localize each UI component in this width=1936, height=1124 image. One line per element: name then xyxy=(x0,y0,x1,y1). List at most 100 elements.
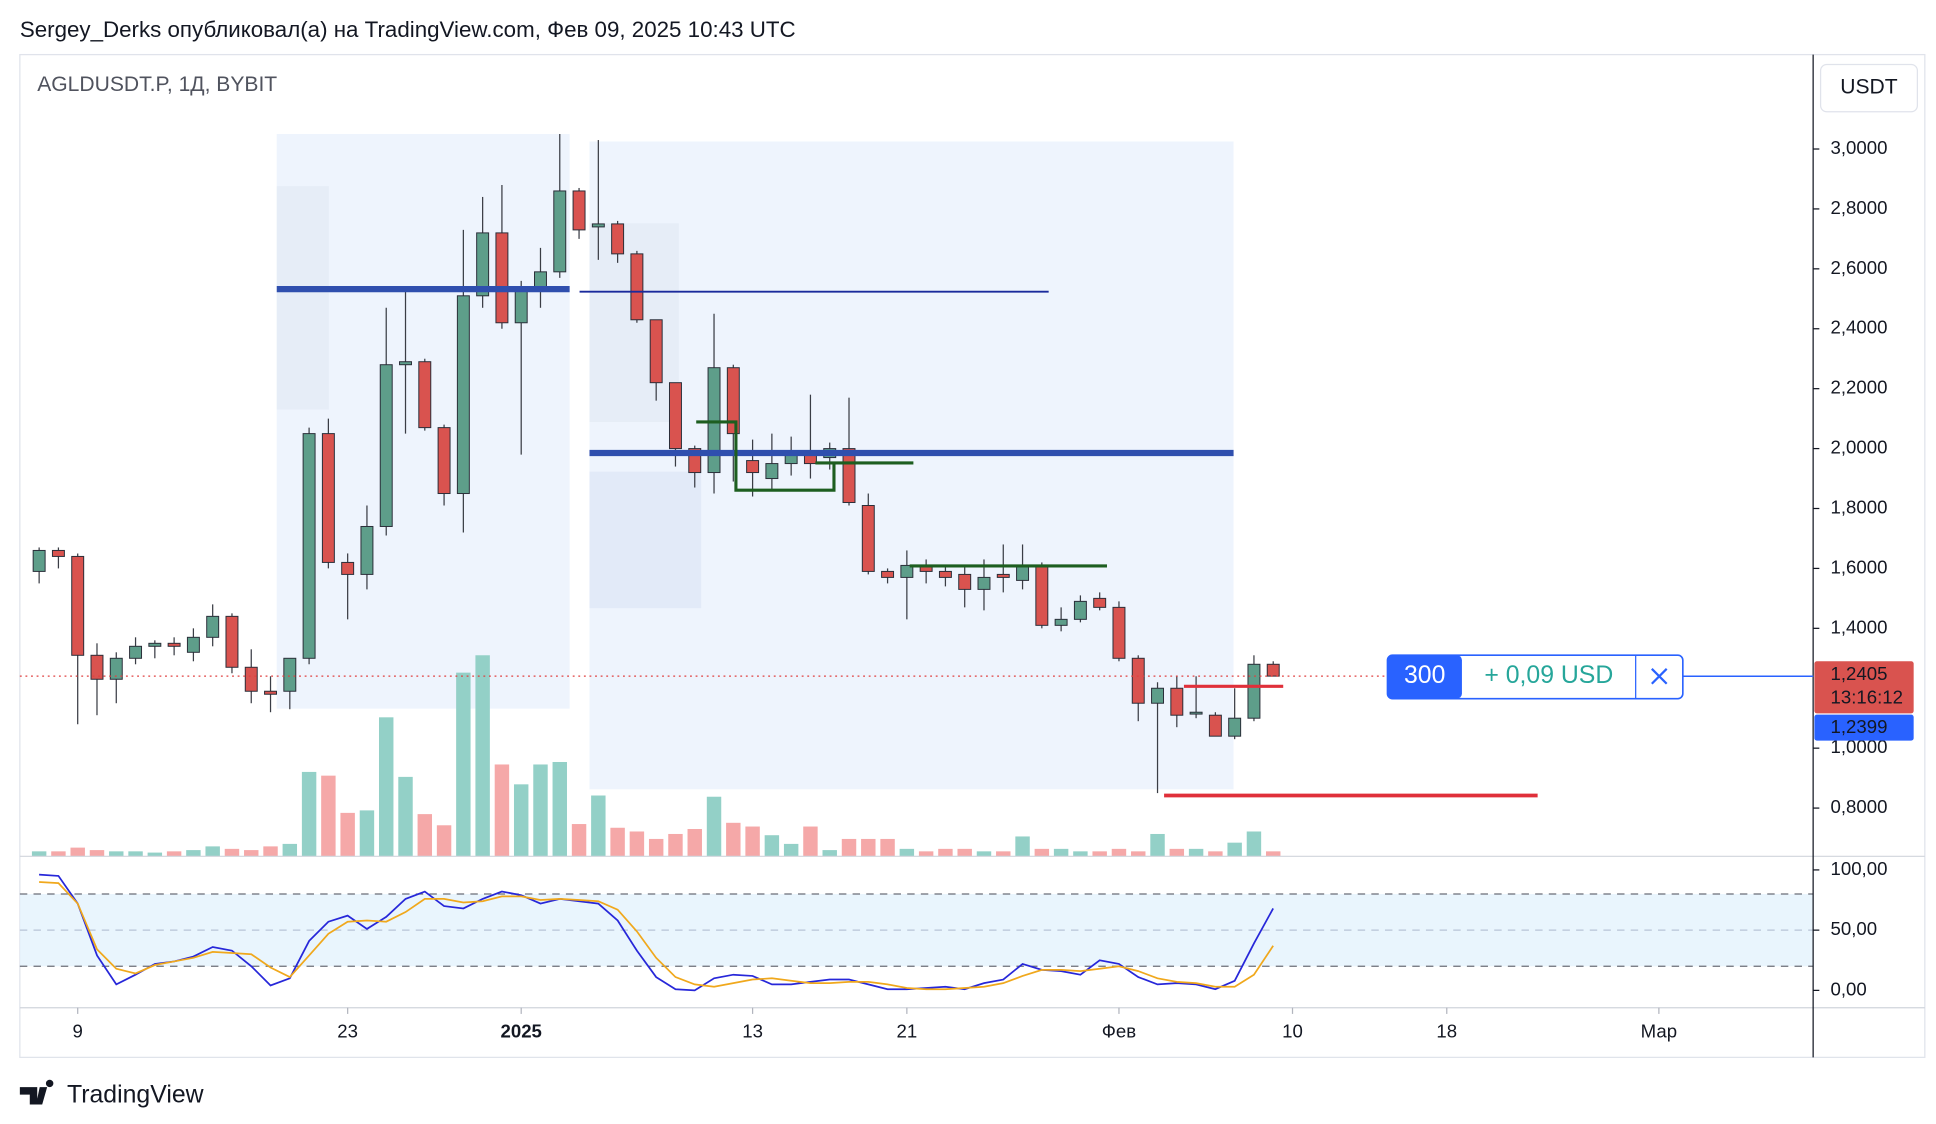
candle-body xyxy=(495,232,509,324)
candle-body xyxy=(1093,597,1107,608)
candle-body xyxy=(129,645,143,659)
currency-box[interactable] xyxy=(1819,63,1919,113)
candle-body xyxy=(186,636,200,653)
last-price-label: 1,2405 xyxy=(1831,663,1888,684)
candle-body xyxy=(321,433,335,563)
candle-body xyxy=(572,190,586,231)
volume-bar xyxy=(417,814,433,857)
volume-bar xyxy=(841,838,857,857)
order-close[interactable] xyxy=(1651,668,1668,685)
profile-bars xyxy=(276,186,329,410)
volume-bar xyxy=(147,852,163,857)
volume-bar xyxy=(764,835,780,857)
volume-bar xyxy=(205,846,220,857)
volume-bar xyxy=(513,784,529,857)
candle-body xyxy=(264,690,278,695)
volume-bar xyxy=(1227,842,1242,857)
volume-bar xyxy=(128,851,143,857)
volume-profile xyxy=(276,134,1234,790)
candle-body xyxy=(437,427,451,495)
countdown: 13:16:12 xyxy=(1831,686,1903,707)
candle-body xyxy=(1016,564,1030,581)
candle-body xyxy=(244,666,258,692)
volume-bar xyxy=(1208,851,1223,857)
candle-body xyxy=(1170,687,1184,716)
candle-body xyxy=(1151,687,1165,704)
stoch-line xyxy=(39,881,1274,991)
volume-bar xyxy=(321,775,336,857)
candle-body xyxy=(1131,657,1145,704)
volume-bar xyxy=(166,851,182,857)
volume-bar xyxy=(899,848,915,857)
order-price-box xyxy=(1814,714,1914,741)
volume-bar xyxy=(1169,848,1185,857)
candle-body xyxy=(225,615,239,668)
candle-body xyxy=(553,190,567,273)
candle-body xyxy=(726,367,740,435)
volume-bar xyxy=(745,826,760,857)
volume-bar xyxy=(1131,851,1146,857)
y-tick-label: 2,0000 xyxy=(1831,437,1888,458)
volume-bar xyxy=(668,833,683,857)
stoch-tick-label: 50,00 xyxy=(1831,918,1878,939)
volume-bar xyxy=(51,851,66,857)
order-price-label: 1,2399 xyxy=(1831,716,1888,737)
volume-bar xyxy=(359,810,375,857)
candle-body xyxy=(302,433,316,659)
candle-body xyxy=(456,295,470,495)
candle-body xyxy=(476,232,490,297)
volume-bar xyxy=(109,851,124,857)
stoch-pane: 100,00 50,00 0,00 xyxy=(19,858,1887,999)
candle-body xyxy=(418,361,432,429)
candle-body xyxy=(611,223,625,255)
candle-body xyxy=(688,448,702,474)
overlay: 3,0000 2,8000 2,6000 2,4000 2,2000 2,0000 1,80… xyxy=(19,137,1914,1041)
logo: TradingView xyxy=(19,1079,204,1108)
volume-bar xyxy=(918,851,934,857)
candle-body xyxy=(148,642,162,647)
volume-bar xyxy=(648,838,664,857)
drawings xyxy=(276,286,1538,798)
candle-body xyxy=(746,460,760,474)
logo-icon xyxy=(19,1079,54,1105)
candle-body xyxy=(668,382,682,450)
volume-bar xyxy=(1092,851,1107,857)
candle-body xyxy=(1228,717,1242,737)
order-pnl: + 0,09 USD xyxy=(1484,662,1613,689)
volume-bar xyxy=(89,850,105,857)
volume-bar xyxy=(803,826,818,857)
candle-body xyxy=(1112,606,1126,659)
candle-body xyxy=(90,654,104,680)
candle-body xyxy=(1073,600,1087,620)
volume-bar xyxy=(282,843,298,857)
candle-body xyxy=(1208,714,1222,737)
volume-bar xyxy=(1034,848,1050,857)
profile-bars xyxy=(589,223,679,422)
volume-bar xyxy=(533,764,548,857)
volume-bar xyxy=(475,655,490,857)
candle-body xyxy=(71,555,85,656)
candle-body xyxy=(534,271,547,288)
stoch-line xyxy=(39,873,1274,992)
x-tick-label: 13 xyxy=(742,1020,763,1041)
candle-body xyxy=(1054,618,1068,626)
volume-bar xyxy=(822,850,837,857)
x-tick-label: 23 xyxy=(337,1020,358,1041)
volume-bar xyxy=(783,843,799,857)
y-tick-label: 0,8000 xyxy=(1831,796,1888,817)
y-tick-label: 1,0000 xyxy=(1831,736,1888,757)
candle-body xyxy=(938,570,952,578)
volume-bar xyxy=(1246,831,1262,857)
candle-body xyxy=(977,576,991,590)
volume-layer xyxy=(31,655,1281,857)
volume-bar xyxy=(186,850,201,857)
candle-body xyxy=(51,549,65,557)
volume-bar xyxy=(244,850,259,857)
currency[interactable]: USDT xyxy=(1840,76,1898,99)
volume-bar xyxy=(726,822,741,857)
candle-body xyxy=(591,223,605,228)
trend-line xyxy=(696,420,836,492)
y-tick-label: 1,8000 xyxy=(1831,496,1888,517)
volume-bar xyxy=(1150,833,1165,857)
volume-bar xyxy=(1266,851,1281,857)
